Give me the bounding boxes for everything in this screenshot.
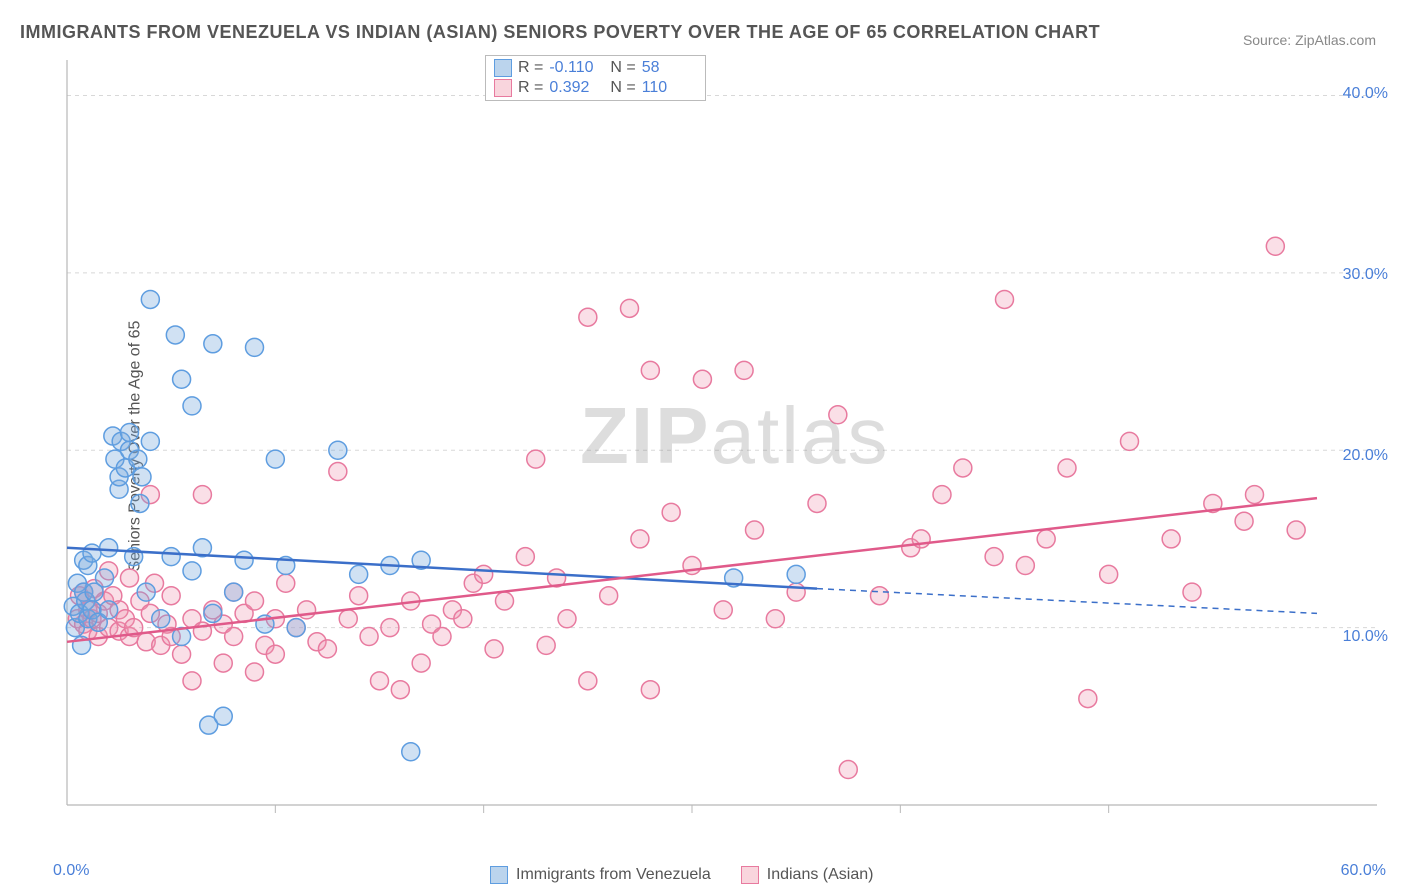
source-attribution: Source: ZipAtlas.com xyxy=(1243,32,1376,48)
n-label: N = xyxy=(610,79,635,97)
y-tick-30: 30.0% xyxy=(1343,266,1388,284)
legend-row-pink: R = 0.392 N = 110 xyxy=(494,78,697,98)
y-tick-10: 10.0% xyxy=(1343,628,1388,646)
y-tick-40: 40.0% xyxy=(1343,85,1388,103)
r-value-blue: -0.110 xyxy=(549,59,604,77)
legend-item-indians: Indians (Asian) xyxy=(741,866,874,884)
source-label: Source: xyxy=(1243,32,1295,48)
y-tick-20: 20.0% xyxy=(1343,447,1388,465)
correlation-legend: R = -0.110 N = 58 R = 0.392 N = 110 xyxy=(485,55,706,101)
n-value-blue: 58 xyxy=(642,59,697,77)
legend-swatch-blue xyxy=(494,59,512,77)
r-label: R = xyxy=(518,79,543,97)
series1-label: Immigrants from Venezuela xyxy=(516,866,711,884)
r-value-pink: 0.392 xyxy=(549,79,604,97)
source-link[interactable]: ZipAtlas.com xyxy=(1295,32,1376,48)
legend-row-blue: R = -0.110 N = 58 xyxy=(494,58,697,78)
x-tick-60: 60.0% xyxy=(1341,862,1386,880)
series-legend: Immigrants from Venezuela Indians (Asian… xyxy=(490,866,873,884)
chart-title: IMMIGRANTS FROM VENEZUELA VS INDIAN (ASI… xyxy=(20,22,1100,43)
scatter-chart-svg xyxy=(62,55,1382,835)
series2-label: Indians (Asian) xyxy=(767,866,874,884)
x-tick-0: 0.0% xyxy=(53,862,89,880)
n-label: N = xyxy=(610,59,635,77)
n-value-pink: 110 xyxy=(642,79,697,97)
chart-plot-area xyxy=(62,55,1382,835)
legend-swatch-pink xyxy=(494,79,512,97)
r-label: R = xyxy=(518,59,543,77)
legend-swatch-blue xyxy=(490,866,508,884)
legend-item-venezuela: Immigrants from Venezuela xyxy=(490,866,711,884)
legend-swatch-pink xyxy=(741,866,759,884)
